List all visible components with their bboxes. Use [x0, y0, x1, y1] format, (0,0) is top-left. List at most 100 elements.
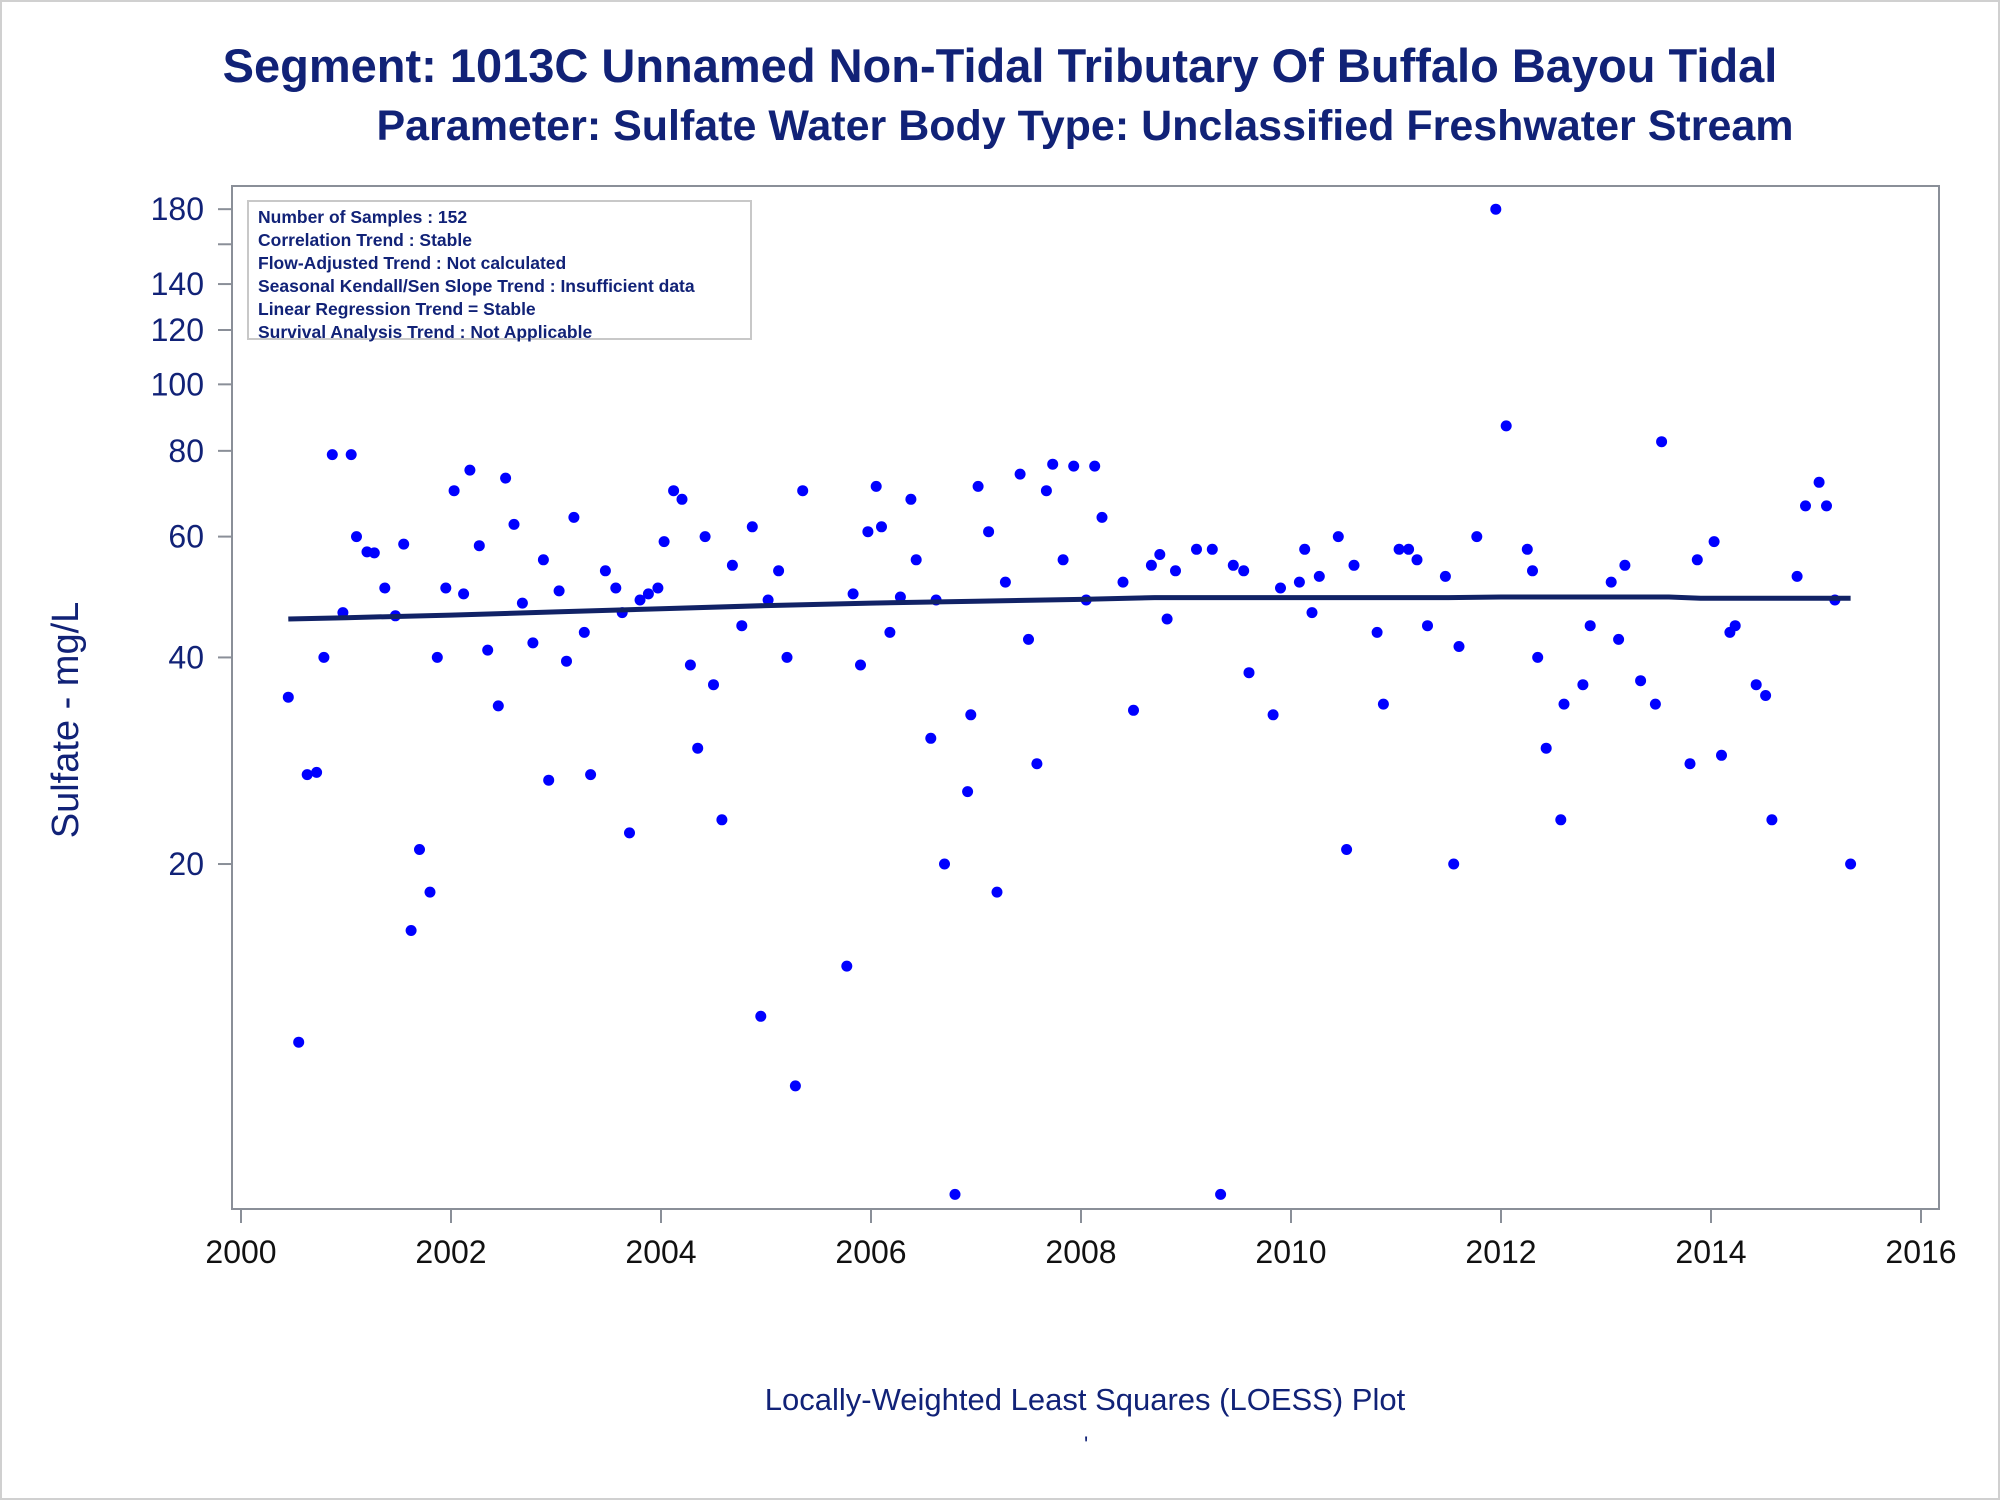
data-point [1145, 559, 1157, 571]
data-point [781, 651, 793, 663]
data-point [458, 588, 470, 600]
data-point [398, 538, 410, 550]
data-point [1206, 543, 1218, 555]
data-point [431, 651, 443, 663]
data-point [642, 588, 654, 600]
stat-line: Linear Regression Trend = Stable [258, 299, 536, 319]
y-tick-label: 60 [168, 519, 204, 555]
data-point [1047, 458, 1059, 470]
y-axis-label: Sulfate - mg/L [45, 602, 87, 839]
data-point [676, 493, 688, 505]
data-point [1527, 565, 1538, 577]
data-point [448, 485, 460, 497]
data-point [870, 480, 882, 492]
data-point [841, 960, 853, 972]
data-point [1729, 620, 1741, 632]
x-tick-label: 2016 [1885, 1234, 1956, 1270]
data-point [537, 554, 549, 566]
data-point [1684, 758, 1696, 770]
data-point [773, 565, 785, 577]
data-point [1023, 633, 1034, 645]
data-point [699, 531, 711, 543]
data-point [345, 449, 357, 461]
chart-title: Segment: 1013C Unnamed Non-Tidal Tributa… [222, 39, 1778, 92]
y-tick-label: 180 [151, 191, 204, 227]
data-point [318, 651, 330, 663]
data-point [668, 485, 680, 497]
data-point [282, 691, 294, 703]
data-point [1821, 500, 1832, 512]
x-tick-label: 2014 [1675, 1234, 1746, 1270]
data-point [379, 582, 391, 594]
x-axis: 2000 2002 2004 2006 2008 2010 2012 2014 2016 [205, 1209, 1957, 1270]
data-point [1154, 549, 1166, 560]
data-point [1267, 709, 1279, 721]
data-point [716, 814, 728, 826]
stat-line: Correlation Trend : Stable [258, 230, 472, 250]
data-point [1341, 844, 1353, 855]
data-point [855, 659, 866, 671]
data-point [1238, 565, 1250, 577]
data-point [983, 526, 995, 538]
data-point [1453, 641, 1465, 652]
data-point [1313, 570, 1325, 582]
data-point [1057, 554, 1069, 566]
data-point [1791, 570, 1803, 582]
x-tick-label: 2008 [1045, 1234, 1116, 1270]
data-point [1448, 858, 1460, 870]
data-point [561, 655, 572, 667]
y-tick-label: 40 [168, 639, 204, 675]
data-point [1068, 460, 1080, 472]
data-point [939, 858, 950, 870]
data-point [1490, 203, 1502, 215]
data-point [1439, 570, 1451, 582]
loess-line [288, 594, 1851, 622]
data-point [1750, 679, 1762, 691]
data-point [1619, 559, 1631, 571]
data-point [599, 565, 611, 577]
data-point [500, 472, 512, 484]
data-point [884, 626, 896, 638]
y-tick-label: 120 [151, 312, 204, 348]
data-point [1760, 690, 1772, 701]
data-point [1500, 420, 1512, 432]
data-point [797, 485, 809, 497]
data-point [1577, 679, 1589, 691]
x-tick-label: 2002 [415, 1234, 486, 1270]
data-point [999, 576, 1011, 588]
data-point [1348, 559, 1360, 571]
data-point [1014, 468, 1026, 480]
data-point [1128, 704, 1139, 716]
data-point [516, 597, 528, 609]
data-point [1656, 436, 1668, 448]
data-point [755, 1010, 767, 1022]
data-point [736, 620, 748, 632]
data-point [1227, 559, 1239, 571]
data-point [508, 518, 520, 530]
data-point [965, 709, 977, 721]
data-point [1299, 543, 1311, 555]
data-point [910, 554, 922, 566]
data-point [543, 774, 555, 786]
data-point [414, 844, 425, 855]
data-point [1393, 543, 1405, 555]
data-point [1275, 582, 1286, 594]
data-point [1540, 742, 1552, 754]
data-point [949, 1188, 961, 1200]
data-point [652, 582, 664, 594]
data-point [1521, 543, 1533, 555]
data-point [894, 591, 906, 603]
data-point [789, 1080, 801, 1092]
data-point [972, 480, 984, 492]
data-point [1800, 500, 1811, 512]
plot-area [231, 185, 1940, 1210]
data-point [405, 925, 417, 936]
data-point [1555, 814, 1567, 826]
data-point [658, 536, 670, 548]
data-point [326, 449, 338, 461]
chart-subtitle: Parameter: Sulfate Water Body Type: Uncl… [376, 102, 1794, 150]
stat-line: Survival Analysis Trend : Not Applicable [258, 322, 593, 342]
data-point [1411, 554, 1423, 566]
data-point [762, 594, 774, 606]
